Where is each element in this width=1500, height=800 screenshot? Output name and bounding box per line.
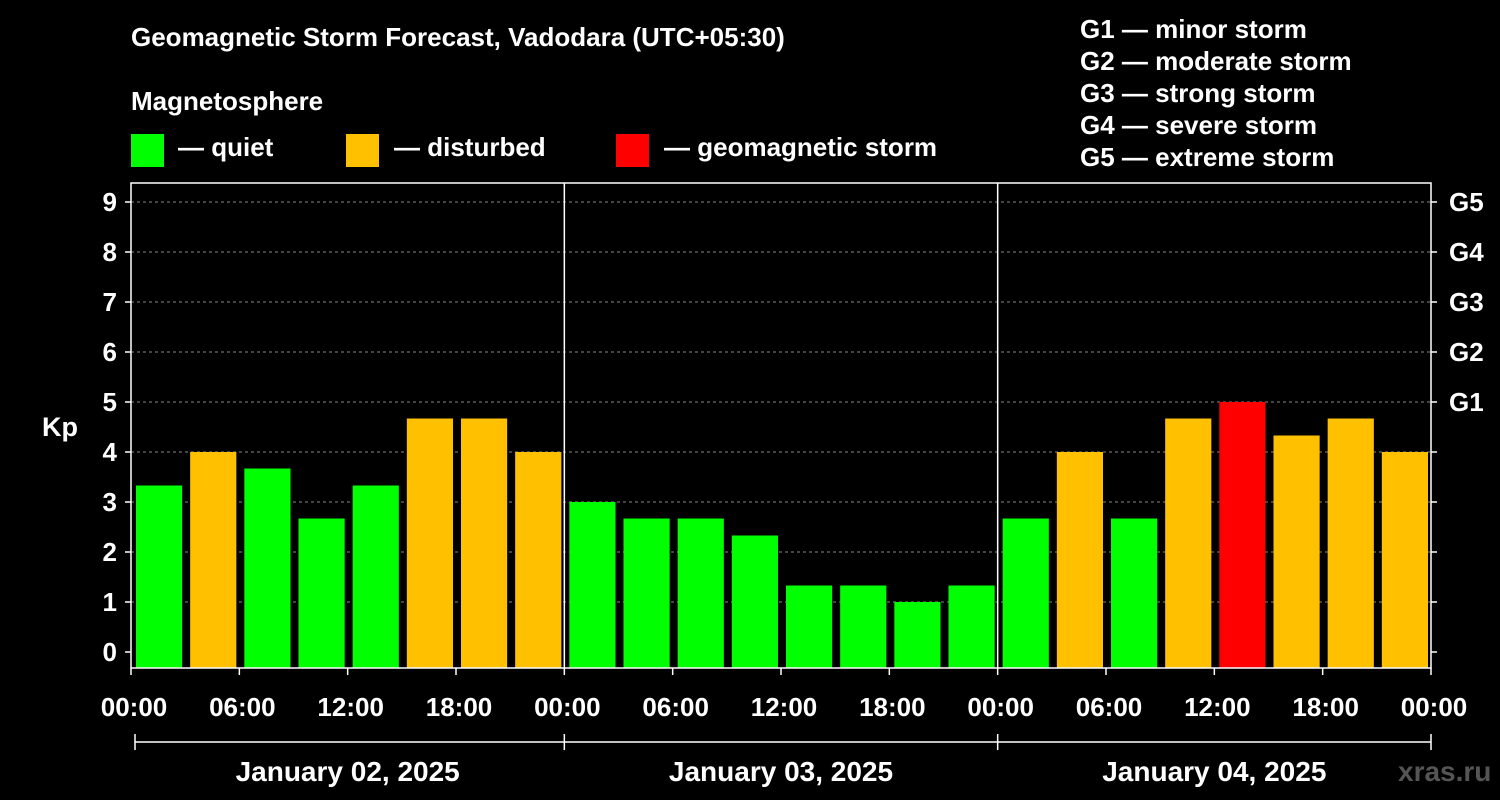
y-axis-label: Kp <box>42 412 78 442</box>
y-tick-label: 0 <box>103 637 117 667</box>
kp-bar <box>298 518 345 668</box>
legend-label-storm: — geomagnetic storm <box>664 132 938 162</box>
x-tick-label: 06:00 <box>209 692 276 722</box>
y-tick-label: 2 <box>103 537 117 567</box>
legend-label-quiet: — quiet <box>178 132 274 162</box>
kp-bar <box>461 418 508 668</box>
x-tick-label: 12:00 <box>1184 692 1251 722</box>
kp-bar <box>136 485 183 668</box>
chart-title: Geomagnetic Storm Forecast, Vadodara (UT… <box>131 22 785 52</box>
y-tick-label: 9 <box>103 187 117 217</box>
y-tick-label: 4 <box>103 437 118 467</box>
storm-scale-g2: G2 — moderate storm <box>1080 46 1352 76</box>
kp-bar <box>1165 418 1212 668</box>
storm-scale-g1: G1 — minor storm <box>1080 14 1307 44</box>
legend-swatch-disturbed <box>346 134 379 167</box>
x-tick-label: 12:00 <box>317 692 384 722</box>
kp-bar <box>244 468 291 668</box>
legend-swatch-storm <box>616 134 649 167</box>
g-scale-tick-label: G2 <box>1449 337 1484 367</box>
legend-swatch-quiet <box>131 134 164 167</box>
kp-bar <box>894 602 941 668</box>
day-label: January 04, 2025 <box>1102 756 1326 787</box>
g-scale-tick-label: G3 <box>1449 287 1484 317</box>
g-scale-tick-label: G1 <box>1449 387 1484 417</box>
kp-bar <box>623 518 670 668</box>
kp-bar <box>731 535 778 668</box>
kp-bar <box>786 585 833 668</box>
kp-bar <box>840 585 887 668</box>
y-tick-label: 1 <box>103 587 117 617</box>
x-tick-label: 06:00 <box>642 692 709 722</box>
kp-bar <box>569 502 616 668</box>
kp-bar <box>515 452 562 668</box>
legend-heading: Magnetosphere <box>131 86 324 116</box>
kp-bar <box>1327 418 1374 668</box>
x-tick-label: 00:00 <box>1401 692 1468 722</box>
g-scale-tick-label: G5 <box>1449 187 1484 217</box>
y-tick-label: 5 <box>103 387 117 417</box>
kp-bar <box>948 585 995 668</box>
legend-label-disturbed: — disturbed <box>394 132 546 162</box>
kp-bar <box>1111 518 1158 668</box>
kp-bar <box>352 485 399 668</box>
g-scale-tick-label: G4 <box>1449 237 1484 267</box>
day-label: January 03, 2025 <box>669 756 893 787</box>
y-tick-label: 8 <box>103 237 117 267</box>
x-tick-label: 18:00 <box>859 692 926 722</box>
kp-bar <box>1381 452 1428 668</box>
x-tick-label: 00:00 <box>967 692 1034 722</box>
x-tick-label: 18:00 <box>426 692 493 722</box>
day-label: January 02, 2025 <box>236 756 460 787</box>
kp-bar <box>1056 452 1103 668</box>
x-tick-label: 00:00 <box>101 692 168 722</box>
kp-bar <box>677 518 724 668</box>
storm-scale-g4: G4 — severe storm <box>1080 110 1318 140</box>
watermark: xras.ru <box>1398 756 1492 787</box>
y-tick-label: 3 <box>103 487 117 517</box>
x-tick-label: 00:00 <box>534 692 601 722</box>
kp-bar <box>1002 518 1049 668</box>
x-tick-label: 18:00 <box>1292 692 1359 722</box>
y-tick-label: 6 <box>103 337 117 367</box>
kp-bar <box>1219 402 1266 668</box>
storm-scale-g5: G5 — extreme storm <box>1080 142 1335 172</box>
x-tick-label: 12:00 <box>751 692 818 722</box>
kp-bar <box>1273 435 1320 668</box>
storm-scale-g3: G3 — strong storm <box>1080 78 1316 108</box>
kp-bar <box>406 418 453 668</box>
kp-bar <box>190 452 237 668</box>
x-tick-label: 06:00 <box>1076 692 1143 722</box>
y-tick-label: 7 <box>103 287 117 317</box>
